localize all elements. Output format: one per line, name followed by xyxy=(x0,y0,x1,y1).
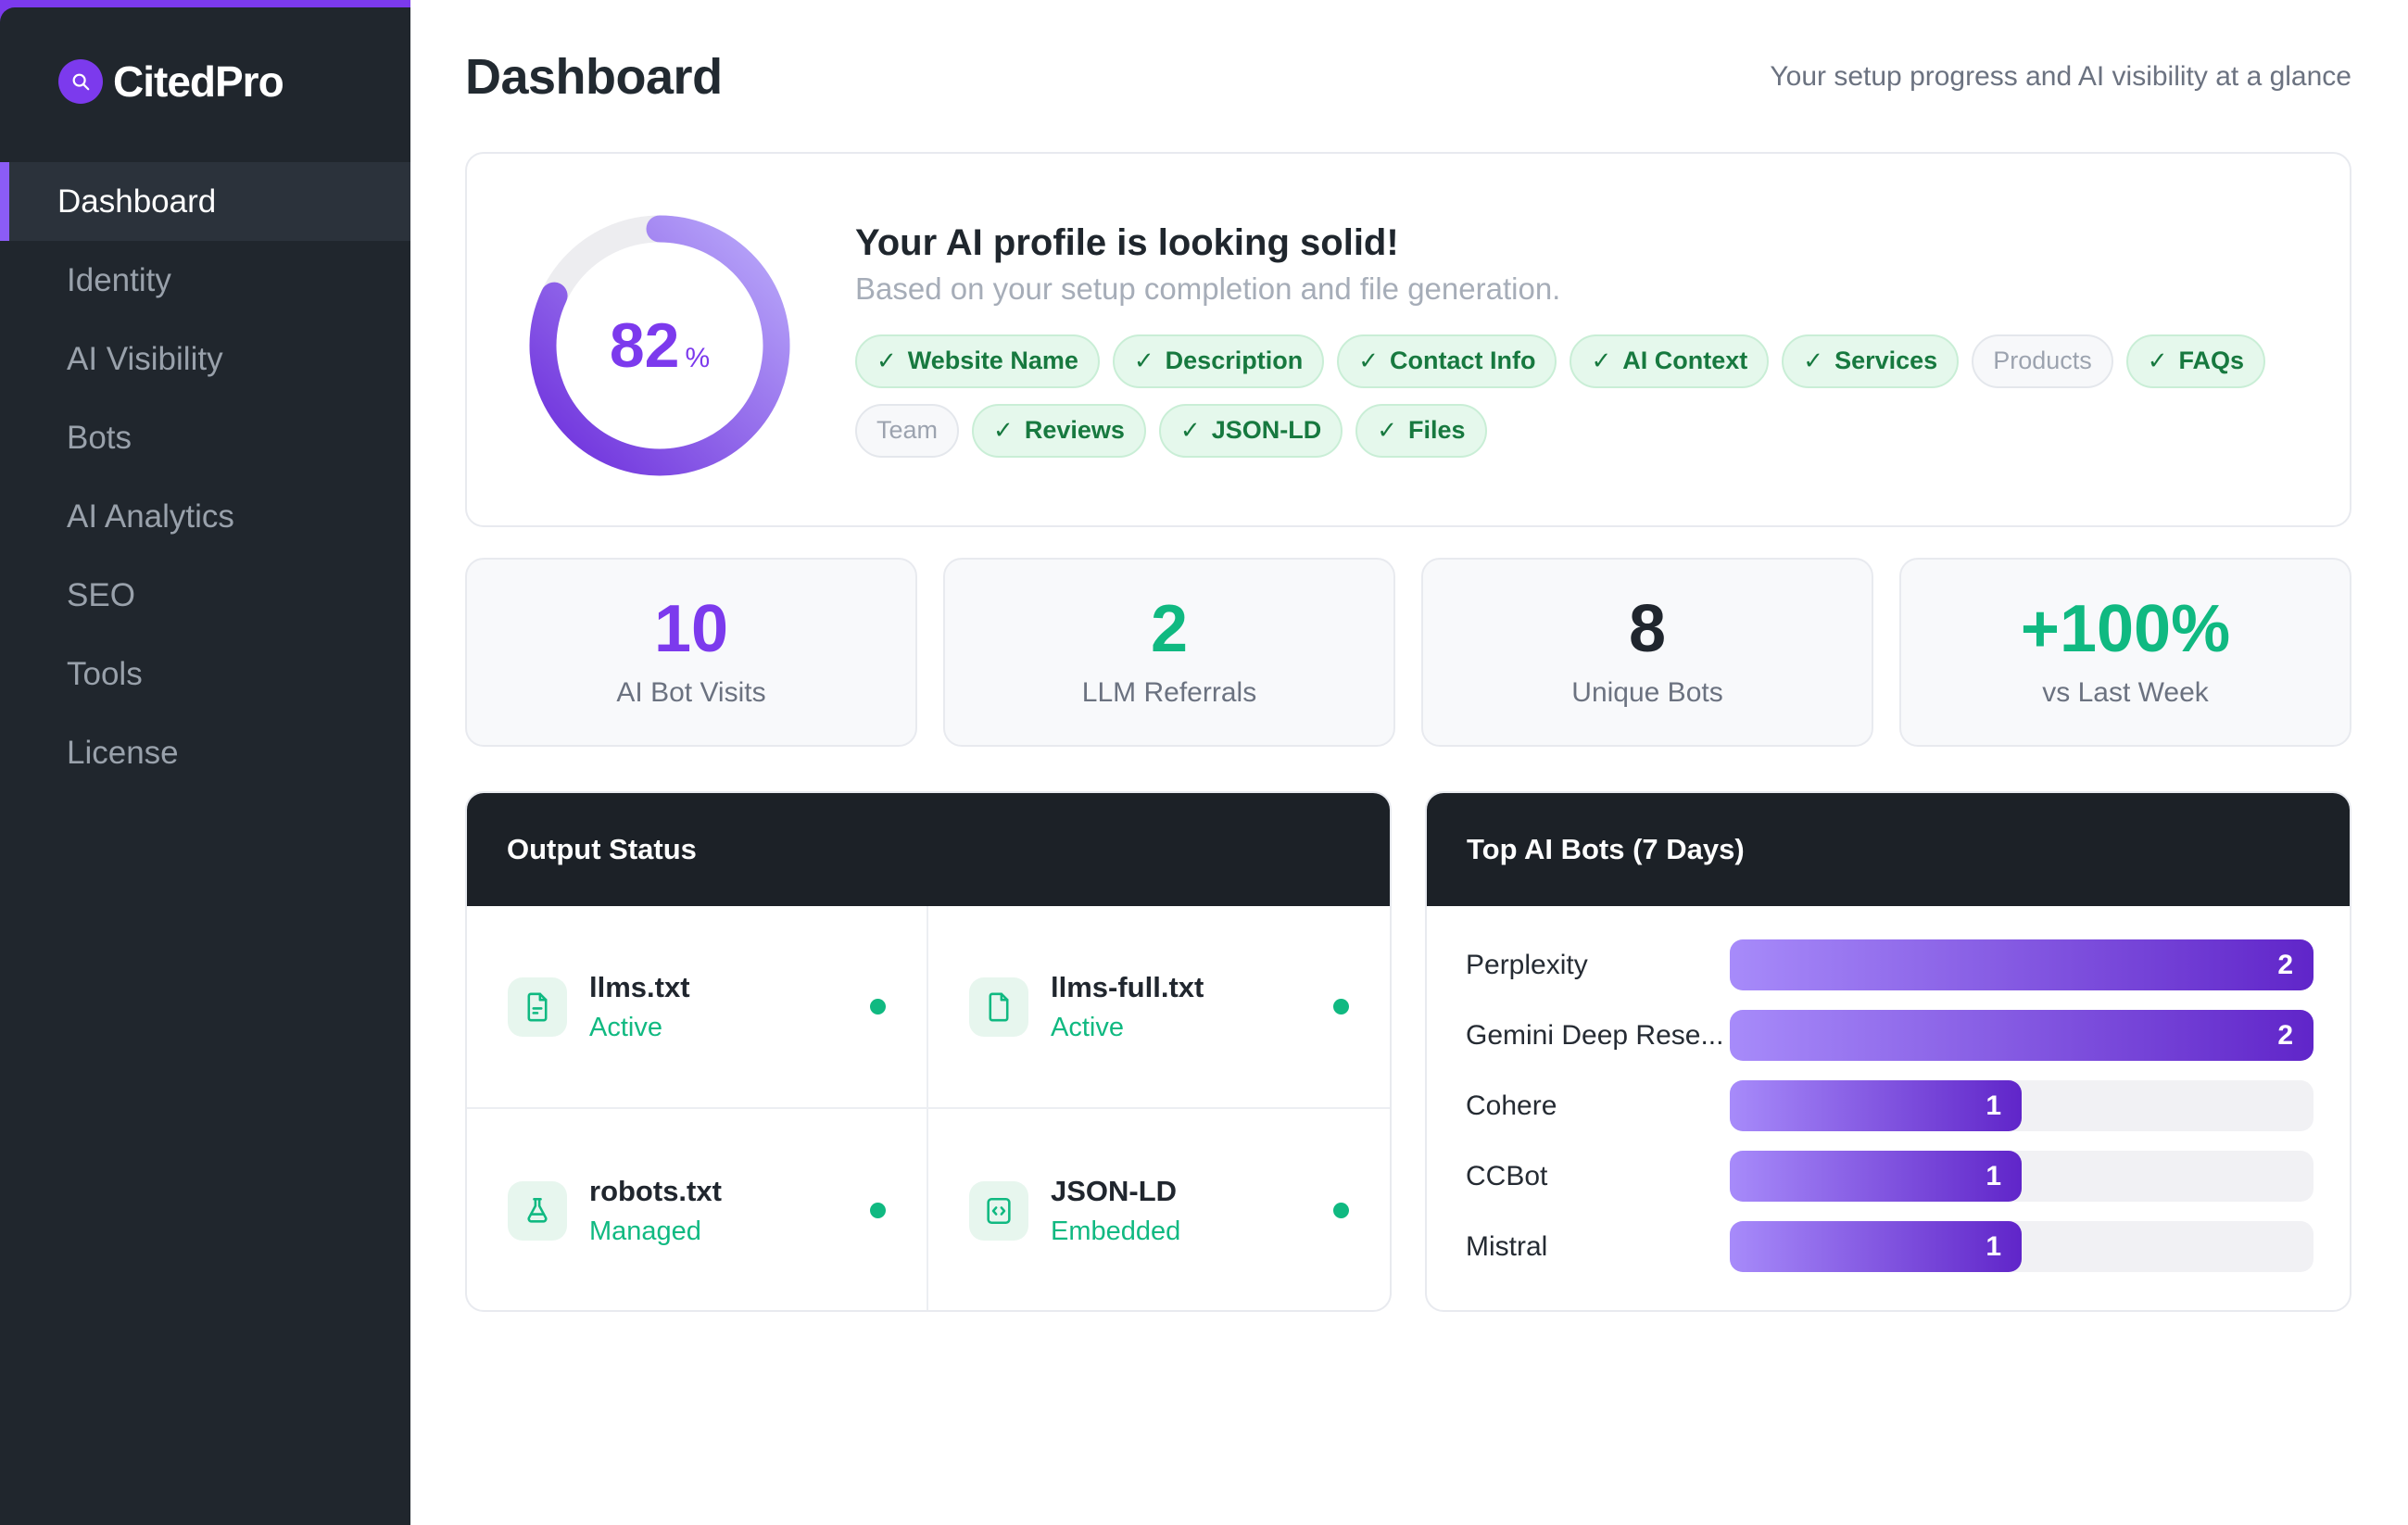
file-status: Active xyxy=(1051,1012,1124,1042)
sidebar-item-identity[interactable]: Identity xyxy=(67,261,171,298)
profile-score-subtitle: Based on your setup completion and file … xyxy=(855,271,1561,306)
sidebar-item-bots[interactable]: Bots xyxy=(67,419,132,456)
badge-description: ✓ Description xyxy=(1112,334,1325,388)
progress-ring-value xyxy=(529,215,790,475)
output-files-grid: llms.txt Active llms- xyxy=(467,906,1390,1310)
check-icon: ✓ xyxy=(1591,347,1612,374)
profile-score-value: 82 % xyxy=(609,309,711,381)
profile-score-card: 82 % Your AI profile is looking solid! B… xyxy=(465,152,2351,527)
page-header: Dashboard Your setup progress and AI vis… xyxy=(465,48,2351,106)
bot-row: Gemini Deep Rese... 2 xyxy=(1466,1010,2313,1061)
check-icon: ✓ xyxy=(1179,416,1201,444)
output-status-panel: Output Status llms.txt xyxy=(465,791,1392,1312)
logo-text: CitedPro xyxy=(113,57,284,106)
file-name: llms.txt xyxy=(589,970,690,1003)
check-icon: ✓ xyxy=(1803,347,1824,374)
file-text-icon xyxy=(508,977,567,1037)
sidebar-item-license[interactable]: License xyxy=(67,734,179,771)
flask-icon xyxy=(508,1180,567,1241)
badge-team: ✓Team xyxy=(855,403,960,458)
profile-score-text: Your AI profile is looking solid! Based … xyxy=(855,222,2313,458)
stat-llm-referrals: 2 LLM Referrals xyxy=(943,558,1395,747)
top-ai-bots-chart: Perplexity 2 Gemini Deep Rese... 2 Coher… xyxy=(1427,906,2350,1272)
check-icon: ✓ xyxy=(2147,347,2168,374)
sidebar-nav: Dashboard Identity AI Visibility Bots AI… xyxy=(0,162,410,792)
bot-row: Mistral 1 xyxy=(1466,1221,2313,1272)
status-dot xyxy=(870,1203,886,1218)
sidebar-item-ai-analytics[interactable]: AI Analytics xyxy=(67,498,234,535)
logo-search-icon xyxy=(58,59,103,104)
file-status: Managed xyxy=(589,1216,701,1246)
file-json-ld: JSON-LD Embedded xyxy=(928,1109,1390,1310)
check-icon: ✓ xyxy=(1133,347,1154,374)
code-icon xyxy=(969,1180,1028,1241)
setup-badges-row-2: ✓Team ✓Reviews ✓JSON-LD ✓Files xyxy=(855,403,2313,458)
main-content: Dashboard Your setup progress and AI vis… xyxy=(410,0,2408,1525)
file-name: JSON-LD xyxy=(1051,1174,1178,1207)
badge-products: ✓Products xyxy=(1972,334,2113,388)
sidebar-inner: CitedPro Dashboard Identity AI Visibilit… xyxy=(0,7,410,1525)
file-status: Active xyxy=(589,1012,662,1042)
stat-vs-last-week: +100% vs Last Week xyxy=(1899,558,2351,747)
stats-row: 10 AI Bot Visits 2 LLM Referrals 8 Uniqu… xyxy=(465,558,2351,747)
top-ai-bots-panel: Top AI Bots (7 Days) Perplexity 2 Gemini… xyxy=(1425,791,2351,1312)
output-status-header: Output Status xyxy=(467,793,1390,906)
file-robots-txt: robots.txt Managed xyxy=(467,1109,928,1310)
badge-json-ld: ✓ JSON-LD xyxy=(1158,403,1343,458)
sidebar-item-dashboard[interactable]: Dashboard xyxy=(0,162,410,241)
logo: CitedPro xyxy=(0,7,410,107)
file-status: Embedded xyxy=(1051,1216,1181,1246)
page-subtitle: Your setup progress and AI visibility at… xyxy=(1770,61,2351,92)
check-icon: ✓ xyxy=(993,416,1014,444)
badge-contact-info: ✓ Contact Info xyxy=(1337,334,1557,388)
file-name: robots.txt xyxy=(589,1174,722,1207)
badge-services: ✓ Services xyxy=(1782,334,1960,388)
badge-website-name: ✓ Website Name xyxy=(855,334,1100,388)
setup-badges: ✓ Website Name ✓ Description ✓ Contact Info… xyxy=(855,334,2313,458)
sidebar-item-ai-visibility[interactable]: AI Visibility xyxy=(67,340,223,377)
check-icon: ✓ xyxy=(876,347,897,374)
sidebar-item-tools[interactable]: Tools xyxy=(67,655,143,692)
sidebar-item-seo[interactable]: SEO xyxy=(67,576,135,613)
bot-row: Cohere 1 xyxy=(1466,1080,2313,1131)
check-icon: ✓ xyxy=(1377,416,1398,444)
status-dot xyxy=(1333,1203,1349,1218)
sidebar: CitedPro Dashboard Identity AI Visibilit… xyxy=(0,0,410,1525)
profile-score-title: Your AI profile is looking solid! xyxy=(855,221,1399,263)
top-ai-bots-header: Top AI Bots (7 Days) xyxy=(1427,793,2350,906)
file-icon xyxy=(969,977,1028,1037)
stat-ai-bot-visits: 10 AI Bot Visits xyxy=(465,558,917,747)
file-name: llms-full.txt xyxy=(1051,970,1204,1003)
file-llms-full-txt: llms-full.txt Active xyxy=(928,906,1390,1109)
badge-files: ✓ Files xyxy=(1355,403,1487,458)
badge-faqs: ✓ FAQs xyxy=(2125,334,2266,388)
profile-score-donut: 82 % xyxy=(525,211,794,480)
panels-row: Output Status llms.txt xyxy=(465,791,2351,1312)
file-llms-txt: llms.txt Active xyxy=(467,906,928,1109)
check-icon: ✓ xyxy=(1358,347,1379,374)
badge-reviews: ✓ Reviews xyxy=(972,403,1146,458)
badge-ai-context: ✓ AI Context xyxy=(1570,334,1770,388)
status-dot xyxy=(870,999,886,1015)
page-title: Dashboard xyxy=(465,49,723,105)
stat-unique-bots: 8 Unique Bots xyxy=(1421,558,1873,747)
setup-badges-row-1: ✓ Website Name ✓ Description ✓ Contact Info… xyxy=(855,334,2313,388)
bot-row: Perplexity 2 xyxy=(1466,939,2313,990)
status-dot xyxy=(1333,999,1349,1015)
bot-row: CCBot 1 xyxy=(1466,1151,2313,1202)
